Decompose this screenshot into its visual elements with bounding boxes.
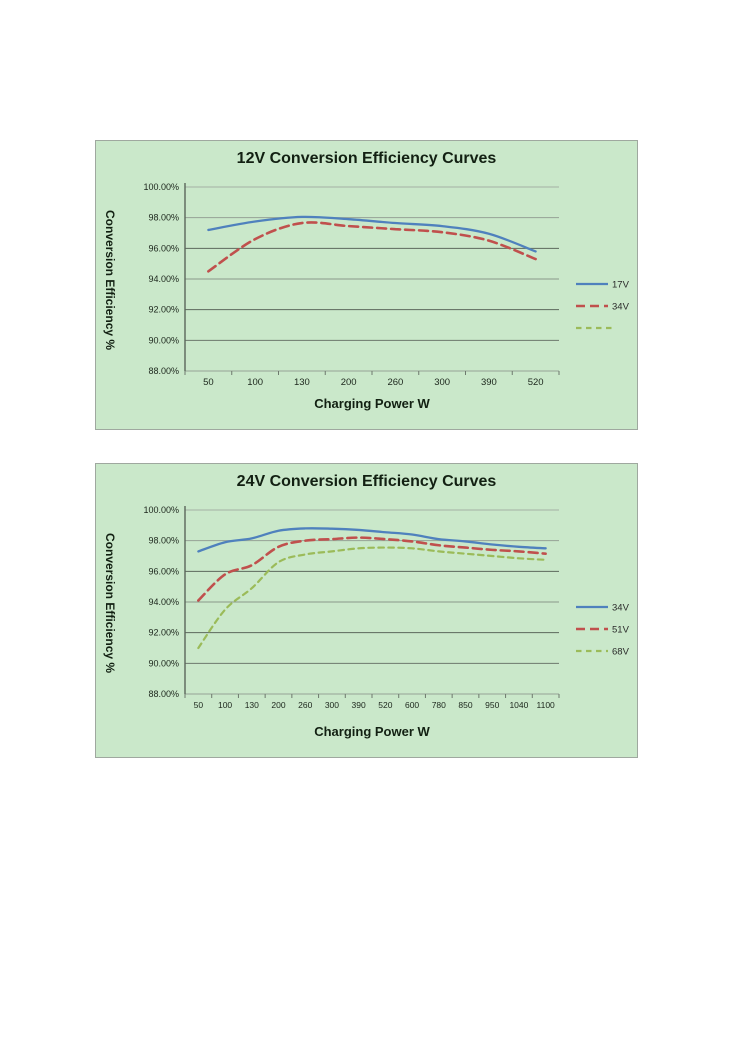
y-tick-label: 100.00% bbox=[143, 505, 179, 515]
series-line-51V bbox=[197, 536, 547, 602]
chart-panel-12v: 12V Conversion Efficiency Curves Convers… bbox=[95, 140, 638, 430]
series-line-17V bbox=[207, 215, 537, 253]
x-axis-title-12v: Charging Power W bbox=[314, 396, 430, 411]
x-tick-label: 200 bbox=[271, 700, 285, 710]
legend-label: 68V bbox=[612, 647, 630, 658]
series-line-68V bbox=[197, 546, 547, 650]
plot-area-12v: 100.00% 98.00% 96.00% 94.00% 92.00% 90.00% 88.… bbox=[143, 182, 630, 388]
x-tick-label: 300 bbox=[434, 377, 450, 388]
plot-area-24v: 100.00% 98.00% 96.00% 94.00% 92.00% 90.00% 88.… bbox=[143, 505, 630, 710]
x-tick-label: 300 bbox=[325, 700, 339, 710]
legend-label: 34V bbox=[612, 302, 630, 313]
x-tick-label: 260 bbox=[298, 700, 312, 710]
chart-title-24v: 24V Conversion Efficiency Curves bbox=[236, 473, 497, 490]
chart-panel-24v: 24V Conversion Efficiency Curves Convers… bbox=[95, 463, 638, 758]
x-tick-label: 520 bbox=[378, 700, 392, 710]
x-tick-label: 1040 bbox=[509, 700, 528, 710]
legend-label: 34V bbox=[612, 603, 630, 614]
x-tick-label: 130 bbox=[245, 700, 259, 710]
x-axis-title-24v: Charging Power W bbox=[314, 724, 430, 739]
y-tick-label: 92.00% bbox=[148, 305, 179, 315]
x-tick-label: 520 bbox=[528, 377, 544, 388]
x-tick-label: 260 bbox=[387, 377, 403, 388]
x-tick-label: 50 bbox=[203, 377, 214, 388]
legend-label: 17V bbox=[612, 280, 630, 291]
x-tick-label: 600 bbox=[405, 700, 419, 710]
x-tick-label: 780 bbox=[432, 700, 446, 710]
x-tick-label: 130 bbox=[294, 377, 310, 388]
legend-label: 51V bbox=[612, 625, 630, 636]
y-axis-title-12v: Conversion Efficiency % bbox=[103, 209, 117, 351]
x-tick-label: 50 bbox=[194, 700, 204, 710]
x-tick-label: 390 bbox=[352, 700, 366, 710]
series-line-34V bbox=[197, 527, 547, 553]
y-tick-label: 94.00% bbox=[148, 597, 179, 607]
y-tick-label: 96.00% bbox=[148, 243, 179, 253]
y-tick-label: 90.00% bbox=[148, 335, 179, 345]
x-tick-label: 1100 bbox=[537, 700, 556, 710]
x-tick-label: 100 bbox=[218, 700, 232, 710]
x-tick-label: 390 bbox=[481, 377, 497, 388]
y-tick-label: 88.00% bbox=[148, 689, 179, 699]
y-tick-label: 100.00% bbox=[143, 182, 179, 192]
series-line-34V bbox=[207, 221, 537, 273]
y-tick-label: 94.00% bbox=[148, 274, 179, 284]
y-tick-label: 92.00% bbox=[148, 628, 179, 638]
y-tick-label: 96.00% bbox=[148, 566, 179, 576]
x-tick-label: 100 bbox=[247, 377, 263, 388]
x-tick-label: 850 bbox=[458, 700, 472, 710]
y-tick-label: 98.00% bbox=[148, 536, 179, 546]
y-tick-label: 90.00% bbox=[148, 658, 179, 668]
x-tick-label: 200 bbox=[341, 377, 357, 388]
x-tick-label: 950 bbox=[485, 700, 499, 710]
chart-title-12v: 12V Conversion Efficiency Curves bbox=[236, 150, 497, 167]
y-tick-label: 88.00% bbox=[148, 366, 179, 376]
y-tick-label: 98.00% bbox=[148, 213, 179, 223]
y-axis-title-24v: Conversion Efficiency % bbox=[103, 532, 117, 674]
